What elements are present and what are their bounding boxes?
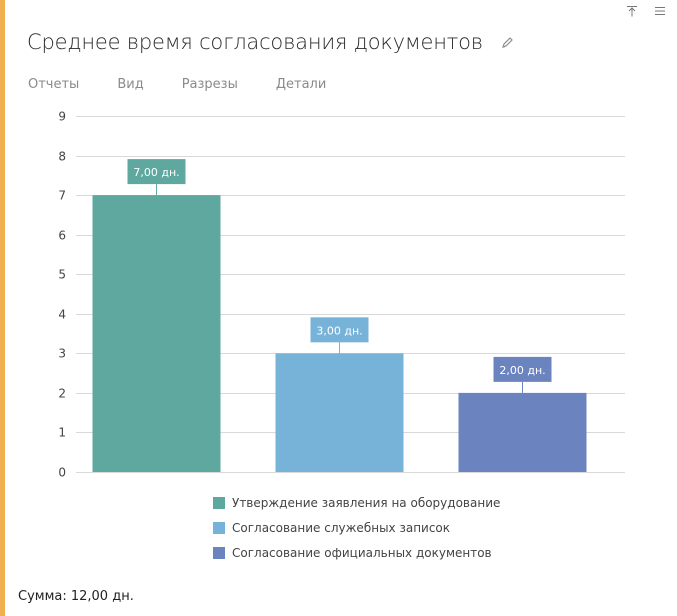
y-tick-label: 0 — [58, 466, 66, 480]
accent-stripe — [0, 0, 5, 616]
pin-up-icon[interactable] — [625, 4, 639, 18]
page-title: Среднее время согласования документов — [27, 30, 483, 54]
bar — [458, 392, 587, 472]
legend-item-equipment[interactable]: Утверждение заявления на оборудование — [213, 490, 500, 515]
data-label: 2,00 дн. — [499, 364, 545, 377]
pencil-icon[interactable] — [501, 35, 515, 49]
legend-label: Согласование служебных записок — [232, 520, 451, 535]
y-tick-label: 5 — [58, 268, 66, 282]
legend-label: Утверждение заявления на оборудование — [232, 495, 501, 510]
data-label-box — [493, 356, 552, 382]
menu-item-reports[interactable]: Отчеты — [28, 77, 80, 92]
bar — [92, 195, 221, 472]
menu-item-view[interactable]: Вид — [117, 77, 144, 92]
legend-item-official-docs[interactable]: Согласование официальных документов — [213, 540, 500, 565]
menu-item-slices[interactable]: Разрезы — [181, 77, 238, 92]
chart-legend: Утверждение заявления на оборудование Со… — [213, 490, 500, 565]
data-label-box — [310, 317, 369, 343]
y-tick-label: 3 — [58, 347, 66, 361]
report-menu: Отчеты Вид Разрезы Детали — [28, 77, 364, 92]
hamburger-menu-icon[interactable] — [653, 4, 667, 18]
y-tick-label: 8 — [58, 150, 66, 164]
title-row: Среднее время согласования документов — [27, 30, 515, 54]
legend-swatch — [213, 546, 225, 559]
data-label: 7,00 дн. — [133, 166, 179, 179]
bar-chart: 0 1 2 3 4 5 6 7 8 9 7,00 дн. 3,00 дн. 2,00 дн. — [58, 110, 625, 480]
y-tick-label: 4 — [58, 308, 66, 322]
legend-label: Согласование официальных документов — [232, 545, 492, 560]
y-tick-label: 7 — [58, 189, 66, 203]
bar — [275, 353, 404, 472]
data-label-box — [127, 159, 186, 185]
legend-item-memos[interactable]: Согласование служебных записок — [213, 515, 500, 540]
legend-swatch — [213, 496, 225, 509]
sum-total: Сумма: 12,00 дн. — [18, 589, 134, 604]
data-label: 3,00 дн. — [316, 324, 362, 337]
y-tick-label: 9 — [58, 110, 66, 124]
legend-swatch — [213, 521, 225, 534]
y-tick-label: 1 — [58, 426, 66, 440]
corner-toolbar — [625, 4, 667, 18]
y-tick-label: 2 — [58, 387, 66, 401]
y-tick-label: 6 — [58, 229, 66, 243]
menu-item-details[interactable]: Детали — [275, 77, 327, 92]
